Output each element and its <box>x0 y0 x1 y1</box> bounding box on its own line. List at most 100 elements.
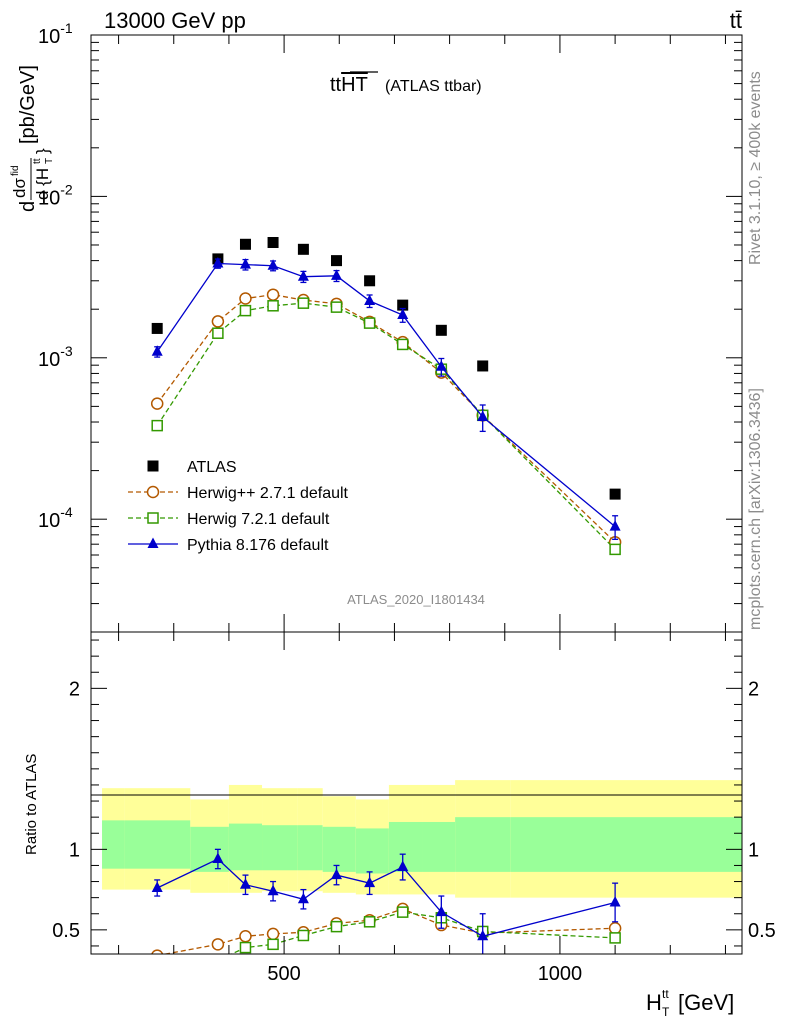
ratio-band-inner <box>190 826 229 872</box>
main-x-ticks <box>118 35 726 632</box>
main-point-pythia-8-176-default <box>609 520 621 531</box>
main-y-tick-label: 10-2 <box>38 181 73 209</box>
ratio-point-pythia-8-176-default <box>397 860 409 872</box>
main-line-herwig-2-7-1-default <box>156 294 616 543</box>
svg-text:tt: tt <box>32 158 43 164</box>
ratio-point-herwig-2-7-1-default <box>239 930 252 943</box>
main-point-pythia-8-176-default <box>151 345 163 356</box>
main-point-pythia-8-176-default <box>239 258 251 269</box>
plot-title-over: HT <box>341 74 368 96</box>
ratio-frame <box>90 631 743 955</box>
ratio-x-ticks: 500 1000 <box>118 632 726 985</box>
svg-text:[pb/GeV]: [pb/GeV] <box>17 65 39 144</box>
ratio-point-herwig-7-2-1-default <box>609 932 621 944</box>
ratio-point-herwig-7-2-1-default <box>213 955 223 965</box>
main-y-tick-label: 10-3 <box>38 343 73 371</box>
x-axis-label-main: H <box>646 990 662 1015</box>
ratio-band-inner <box>297 825 323 871</box>
header-process-label: tt̄ <box>730 8 742 33</box>
side-rivet-label: Rivet 3.1.10, ≥ 400k events <box>747 71 764 265</box>
legend-label-herwig-7-2-1-default: Herwig 7.2.1 default <box>187 511 330 528</box>
ratio-point-herwig-2-7-1-default <box>266 927 280 941</box>
ratio-y-ticks: 0.5 0.5 1 1 2 2 <box>52 639 776 947</box>
ratio-point-pythia-8-176-default <box>239 878 251 889</box>
ratio-point-herwig-2-7-1-default <box>151 949 164 954</box>
main-point-herwig-7-2-1-default <box>609 543 621 556</box>
svg-text:fid: fid <box>10 165 21 176</box>
main-point-herwig-2-7-1-default <box>150 397 164 410</box>
legend-label-pythia-8-176-default: Pythia 8.176 default <box>187 537 329 554</box>
main-y-ticks: 10-1 10-2 10-3 10-4 <box>38 20 742 633</box>
main-point-herwig-7-2-1-default <box>212 327 224 339</box>
ratio-point-herwig-7-2-1-default <box>396 906 409 918</box>
main-point-herwig-7-2-1-default <box>330 301 343 313</box>
main-point-atlas <box>477 360 489 372</box>
legend-marker-herwig-7-2-1-default <box>147 512 159 524</box>
ratio-bands <box>102 780 742 898</box>
ratio-point-herwig-7-2-1-default <box>239 941 252 954</box>
main-point-herwig-7-2-1-default <box>267 300 279 312</box>
legend-marker-atlas <box>147 460 159 472</box>
legend-marker-pythia-8-176-default <box>147 537 159 548</box>
ratio-point-pythia-8-176-default <box>151 881 163 892</box>
ratio-panel: 0.5 0.5 1 1 2 2 500 1000 Ratio to ATLAS <box>23 631 776 985</box>
ratio-y-tick-label-left: 0.5 <box>52 920 80 942</box>
x-tick-label: 500 <box>267 963 300 985</box>
main-point-pythia-8-176-default <box>331 269 343 280</box>
ratio-point-pythia-8-176-default <box>609 895 621 907</box>
ratio-point-pythia-8-176-default <box>267 884 279 896</box>
main-point-pythia-8-176-default <box>397 308 409 320</box>
ratio-y-tick-label-right: 1 <box>748 839 759 861</box>
x-axis-label-sub: T <box>662 1005 670 1019</box>
legend-label-atlas: ATLAS <box>187 459 237 476</box>
ratio-band-inner <box>422 821 456 872</box>
ratio-y-tick-label-right: 0.5 <box>748 920 776 942</box>
main-point-atlas <box>397 299 409 311</box>
main-line-herwig-7-2-1-default <box>156 302 616 550</box>
ratio-point-herwig-2-7-1-default <box>211 938 225 951</box>
main-y-axis-label: d dσ fid d {H tt T } [pb/GeV] <box>10 65 55 212</box>
main-point-herwig-7-2-1-default <box>396 338 409 351</box>
ratio-band-inner <box>262 825 298 871</box>
ratio-point-herwig-7-2-1-default <box>297 929 310 942</box>
svg-text:dσ: dσ <box>10 178 29 198</box>
plot-title: ttHT <box>330 74 368 96</box>
x-axis-label-sup: tt <box>662 987 669 1001</box>
main-point-atlas <box>267 237 279 249</box>
analysis-label: ATLAS_2020_I1801434 <box>347 592 485 607</box>
x-axis-label-unit: [GeV] <box>678 990 734 1015</box>
ratio-band-inner <box>388 821 423 872</box>
main-point-atlas <box>364 275 376 287</box>
ratio-band-inner <box>355 828 389 874</box>
main-point-pythia-8-176-default <box>297 270 309 281</box>
main-y-tick-label: 10-1 <box>38 20 73 48</box>
main-point-herwig-7-2-1-default <box>239 304 252 317</box>
main-point-herwig-2-7-1-default <box>239 292 252 305</box>
ratio-point-pythia-8-176-default <box>331 868 343 880</box>
ratio-band-inner <box>102 820 125 869</box>
main-point-herwig-7-2-1-default <box>297 297 310 309</box>
svg-text:d: d <box>17 201 39 212</box>
ratio-line-herwig-2-7-1-default <box>162 908 616 954</box>
main-series <box>150 237 622 556</box>
main-point-atlas <box>609 488 621 500</box>
main-point-pythia-8-176-default <box>267 259 279 270</box>
ratio-y-axis-label: Ratio to ATLAS <box>23 754 40 855</box>
main-point-pythia-8-176-default <box>364 294 376 305</box>
ratio-point-pythia-8-176-default <box>364 876 376 888</box>
main-point-herwig-2-7-1-default <box>211 315 225 328</box>
ratio-point-herwig-7-2-1-default <box>152 965 162 975</box>
svg-text:d {H: d {H <box>33 168 52 200</box>
ratio-point-pythia-8-176-default <box>297 892 309 904</box>
plot-subtitle: (ATLAS ttbar) <box>385 78 482 95</box>
main-point-atlas <box>151 322 163 334</box>
main-point-herwig-7-2-1-default <box>151 419 163 432</box>
svg-text:}: } <box>33 148 52 154</box>
ratio-point-herwig-2-7-1-default <box>608 921 622 935</box>
plot-title-main: tt <box>330 74 342 96</box>
x-axis-label: H tt T [GeV] <box>646 987 734 1019</box>
main-point-atlas <box>435 324 447 336</box>
main-point-herwig-2-7-1-default <box>266 288 280 301</box>
ratio-y-tick-label-left: 1 <box>69 839 80 861</box>
